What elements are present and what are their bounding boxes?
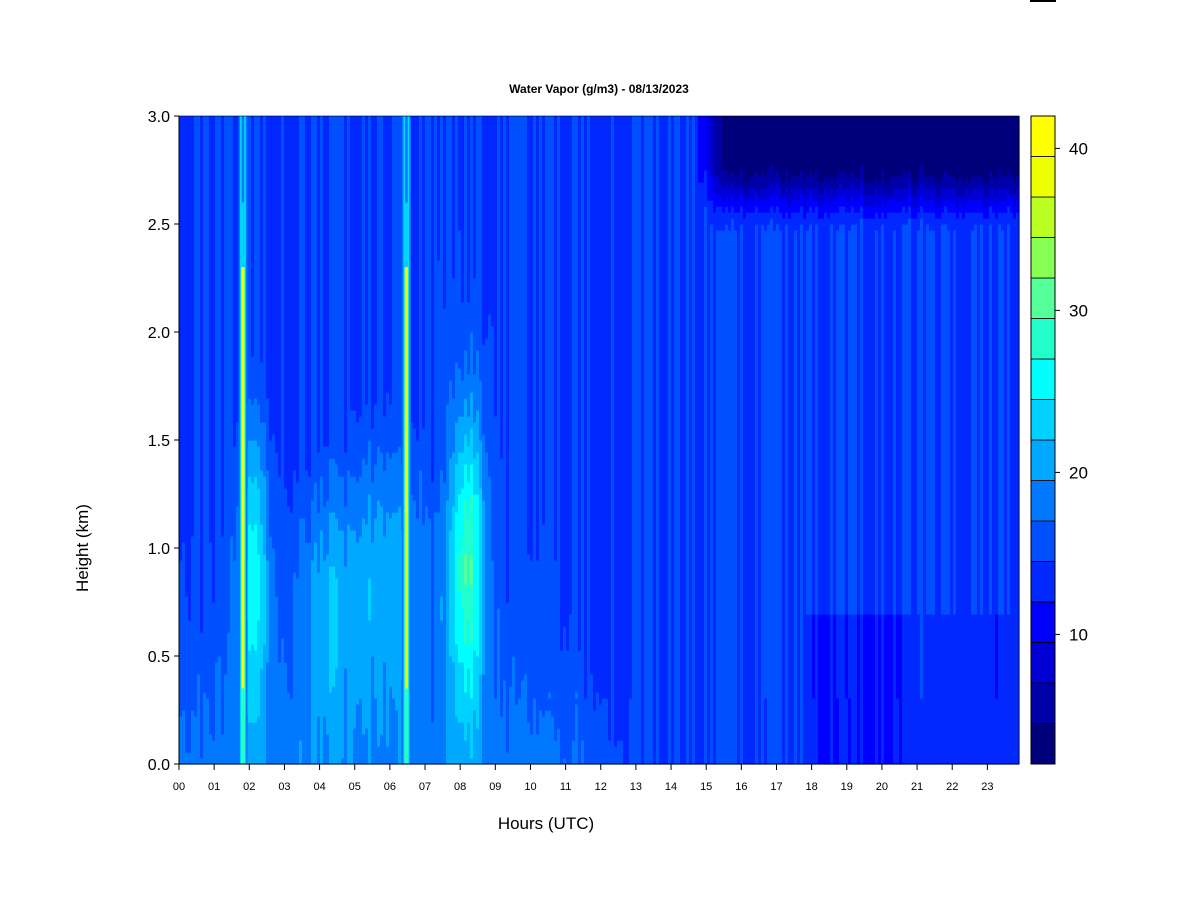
heatmap-cells <box>179 116 1020 765</box>
corner-mark <box>1030 0 1056 2</box>
chart-title: Water Vapor (g/m3) - 08/13/2023 <box>509 82 689 96</box>
